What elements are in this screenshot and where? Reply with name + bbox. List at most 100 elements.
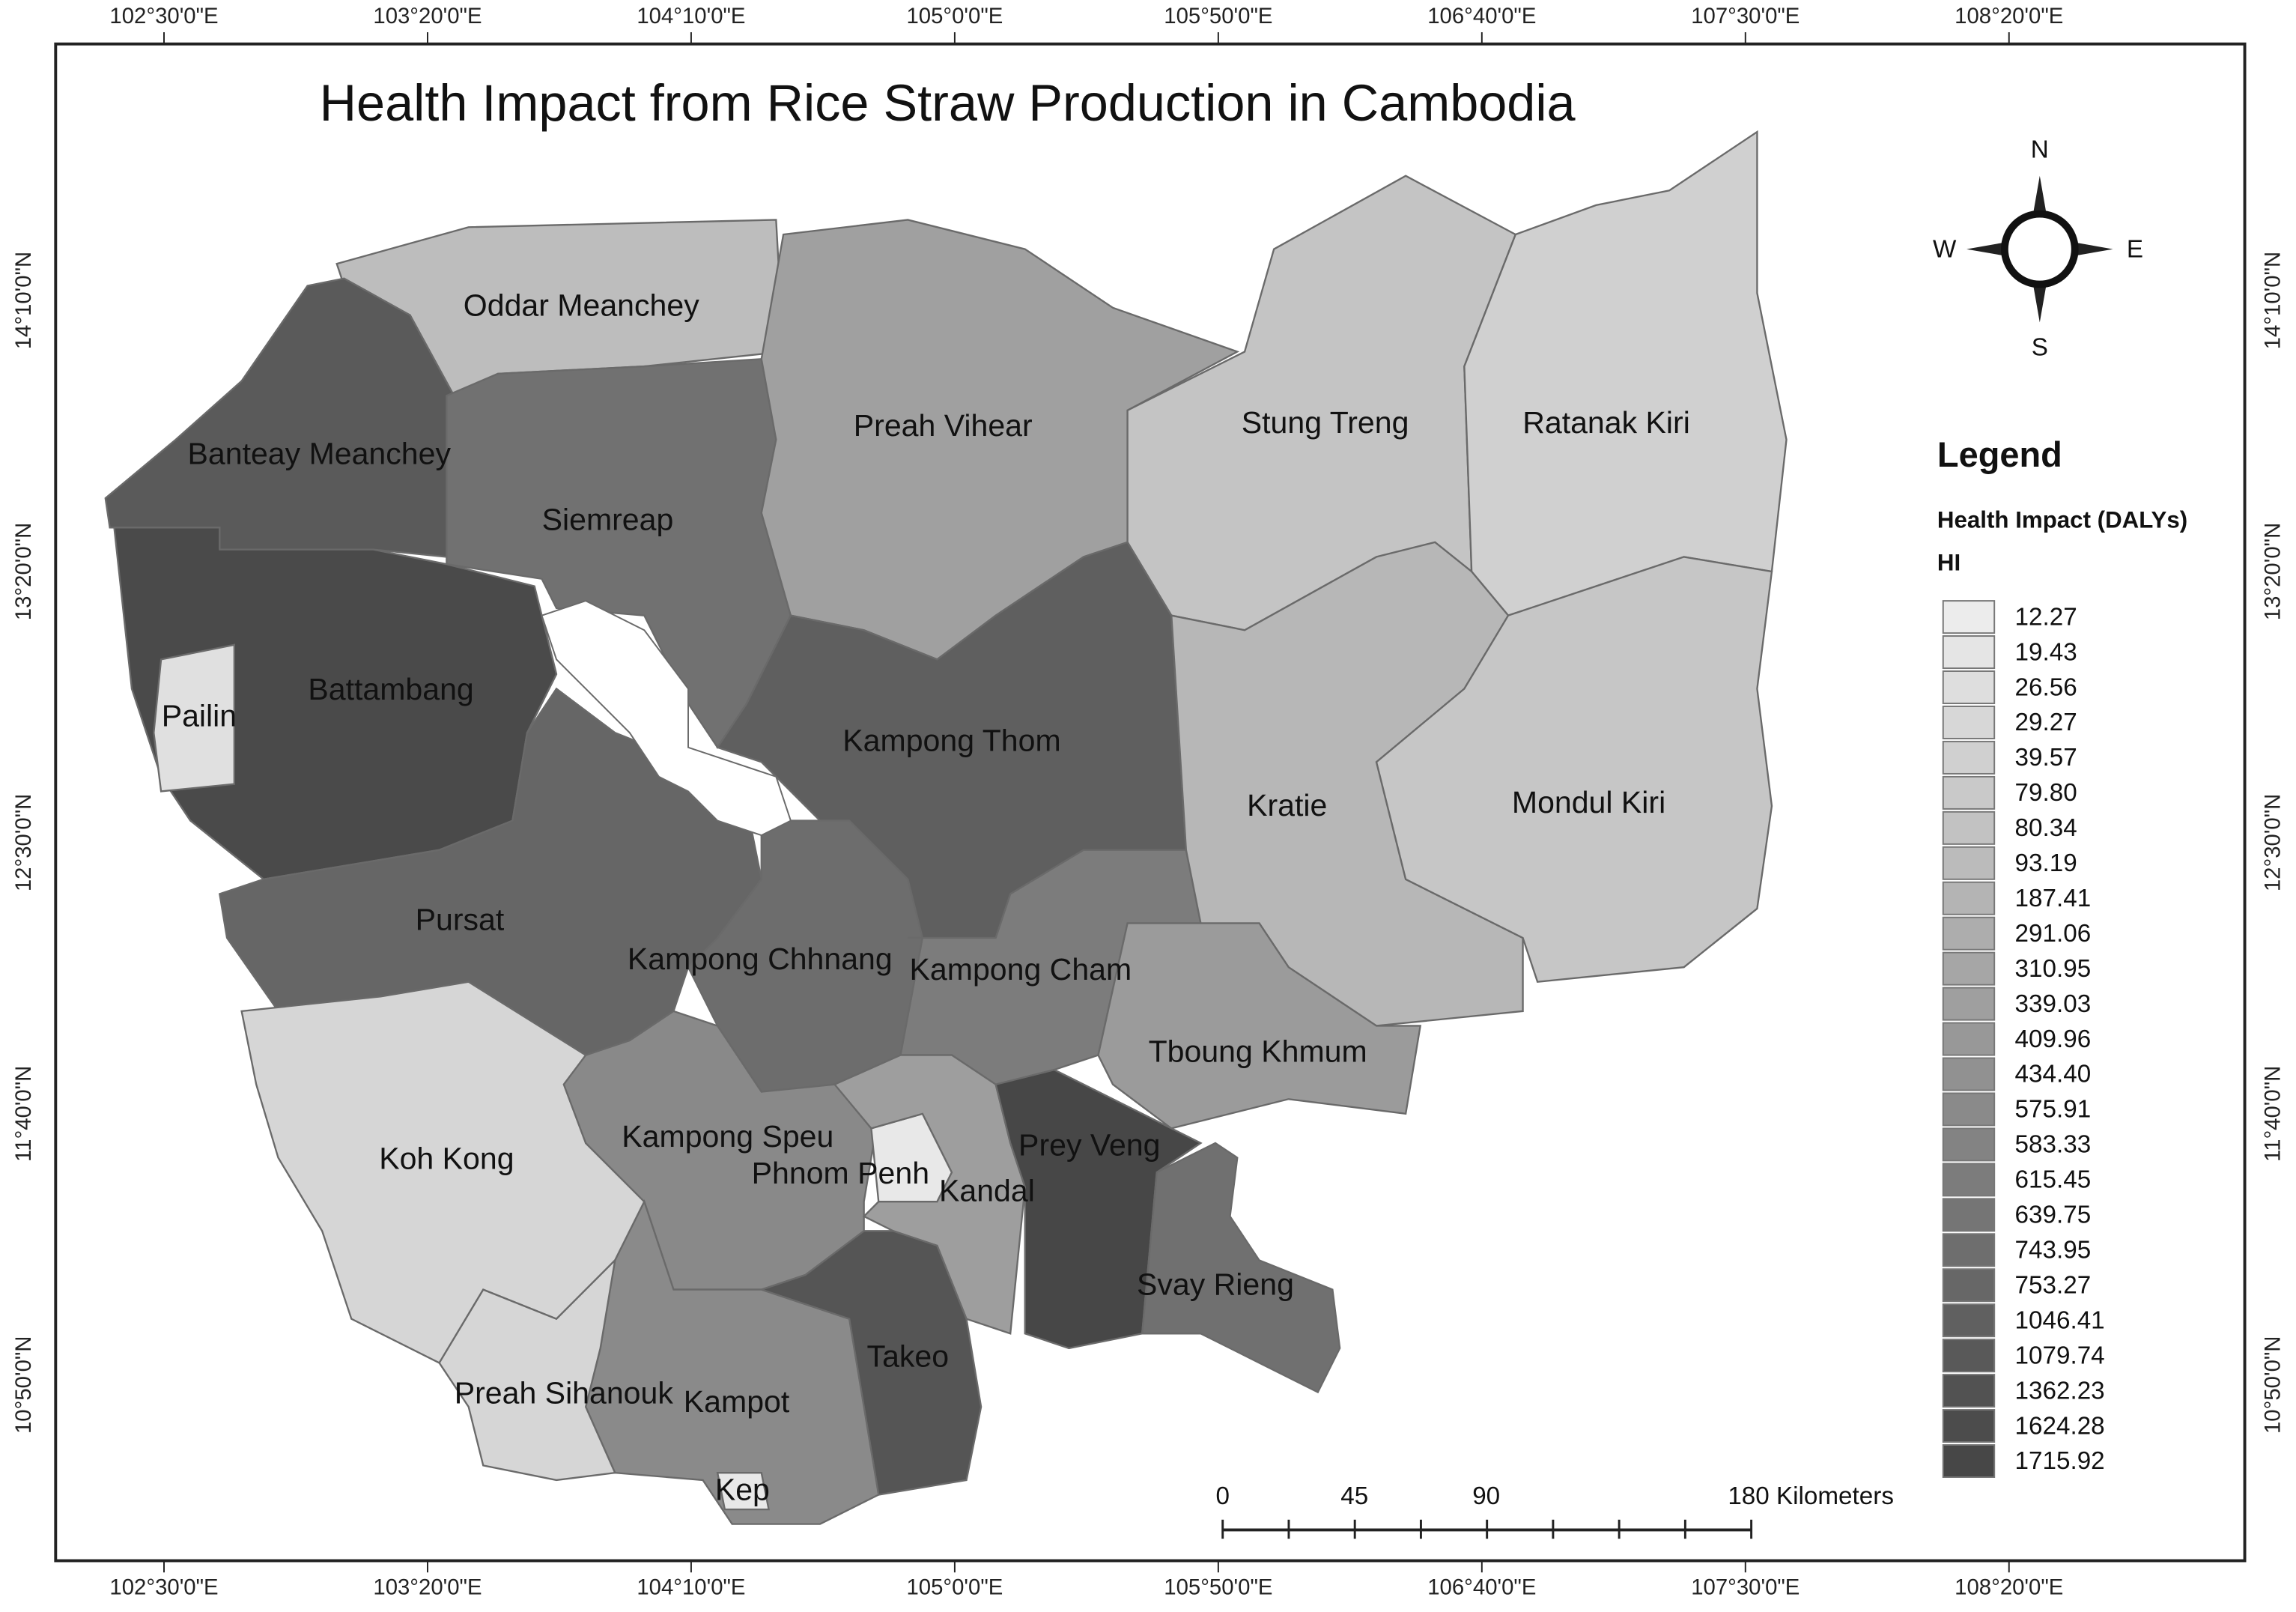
- legend-label: 339.03: [2015, 990, 2092, 1018]
- province-label: Ratanak Kiri: [1522, 405, 1690, 440]
- longitude-label-bottom: 106°40'0"E: [1427, 1575, 1536, 1599]
- legend-swatch: [1942, 1163, 1996, 1197]
- legend-label: 93.19: [2015, 849, 2077, 877]
- longitude-label-bottom: 104°10'0"E: [637, 1575, 745, 1599]
- legend-swatch: [1942, 1374, 1996, 1408]
- legend-subtitle: Health Impact (DALYs): [1937, 507, 2187, 533]
- province: [1375, 556, 1773, 984]
- longitude-label-bottom: 102°30'0"E: [109, 1575, 218, 1599]
- province-label: Kampong Chhnang: [628, 942, 893, 976]
- longitude-label-top: 103°20'0"E: [373, 4, 482, 28]
- legend-swatch: [1942, 635, 1996, 670]
- legend-swatch: [1942, 670, 1996, 705]
- province-label: Prey Veng: [1018, 1128, 1160, 1163]
- legend-label: 187.41: [2015, 885, 2092, 912]
- latitude-label-left: 13°20'0"N: [11, 523, 36, 621]
- scale-label: 90: [1472, 1482, 1500, 1510]
- legend-swatch: [1942, 987, 1996, 1021]
- longitude-label-top: 105°0'0"E: [906, 4, 1003, 28]
- legend-swatch: [1942, 775, 1996, 810]
- legend-swatch: [1942, 1268, 1996, 1303]
- legend-swatch: [1942, 705, 1996, 739]
- legend-label: 12.27: [2015, 603, 2077, 631]
- legend-swatch: [1942, 881, 1996, 915]
- province: [1141, 1142, 1341, 1394]
- legend-label: 310.95: [2015, 955, 2092, 983]
- latitude-label-right: 12°30'0"N: [2260, 794, 2285, 892]
- longitude-label-bottom: 108°20'0"E: [1955, 1575, 2063, 1599]
- longitude-label-top: 105°50'0"E: [1164, 4, 1272, 28]
- latitude-label-right: 10°50'0"N: [2260, 1336, 2285, 1434]
- provinces: [104, 130, 1788, 1525]
- province-label: Preah Sihanouk: [455, 1375, 674, 1410]
- compass-south: S: [2032, 333, 2048, 361]
- legend-label: 291.06: [2015, 920, 2092, 948]
- province: [1463, 130, 1788, 617]
- legend-label: 1079.74: [2015, 1342, 2105, 1369]
- longitude-label-top: 104°10'0"E: [637, 4, 745, 28]
- longitude-label-bottom: 107°30'0"E: [1691, 1575, 1800, 1599]
- legend-swatch: [1942, 1022, 1996, 1056]
- scale-bar: 0 45 90 180 Kilometers: [1215, 1482, 1894, 1539]
- coordinate-labels: 102°30'0"E 102°30'0"E 103°20'0"E 103°20'0"E…: [11, 4, 2285, 1599]
- longitude-label-bottom: 105°0'0"E: [906, 1575, 1003, 1599]
- longitude-label-top: 108°20'0"E: [1955, 4, 2063, 28]
- legend-label: 39.57: [2015, 744, 2077, 772]
- tonle-sap-lake: [541, 600, 792, 837]
- legend-label: 434.40: [2015, 1061, 2092, 1088]
- province-label: Stung Treng: [1242, 405, 1409, 440]
- province: [716, 1471, 770, 1511]
- province-label: Kampong Thom: [842, 724, 1060, 758]
- province-label: Pursat: [416, 902, 505, 936]
- legend-swatch: [1942, 1303, 1996, 1338]
- legend-label: 1046.41: [2015, 1306, 2105, 1334]
- legend-label: 583.33: [2015, 1131, 2092, 1159]
- legend-swatch: [1942, 1233, 1996, 1267]
- province-label: Oddar Meanchey: [464, 288, 699, 323]
- province-label: Mondul Kiri: [1512, 785, 1665, 819]
- province-label: Kep: [715, 1472, 770, 1506]
- province-label: Kampong Cham: [910, 952, 1132, 987]
- scale-label: 0: [1215, 1482, 1229, 1510]
- legend-swatch: [1942, 1127, 1996, 1162]
- province-label: Kandal: [939, 1173, 1035, 1208]
- province: [153, 643, 236, 793]
- legend-swatch: [1942, 600, 1996, 634]
- legend-swatch: [1942, 916, 1996, 951]
- legend-label: 1715.92: [2015, 1447, 2105, 1475]
- legend-swatch: [1942, 1198, 1996, 1232]
- latitude-label-right: 11°40'0"N: [2260, 1066, 2285, 1162]
- legend-label: 1624.28: [2015, 1412, 2105, 1440]
- province-label: Kratie: [1247, 788, 1327, 822]
- province-label: Siemreap: [542, 502, 674, 536]
- compass-west: W: [1933, 235, 1957, 263]
- legend-label: 575.91: [2015, 1096, 2092, 1124]
- latitude-label-left: 10°50'0"N: [11, 1336, 36, 1434]
- legend-swatch: [1942, 1443, 1996, 1478]
- latitude-label-left: 12°30'0"N: [11, 794, 36, 892]
- legend-label: 79.80: [2015, 779, 2077, 807]
- legend-label: 409.96: [2015, 1025, 2092, 1053]
- legend-label: 26.56: [2015, 673, 2077, 701]
- legend-swatch: [1942, 1339, 1996, 1373]
- legend-field: HI: [1937, 549, 1961, 575]
- province-label: Kampot: [684, 1384, 790, 1419]
- legend-label: 80.34: [2015, 814, 2077, 842]
- province-label: Takeo: [867, 1339, 950, 1373]
- legend-label: 743.95: [2015, 1237, 2092, 1264]
- legend-label: 639.75: [2015, 1202, 2092, 1229]
- province-label: Phnom Penh: [752, 1156, 929, 1190]
- legend-swatch: [1942, 740, 1996, 775]
- latitude-label-right: 13°20'0"N: [2260, 523, 2285, 621]
- province-label: Kampong Speu: [622, 1119, 833, 1154]
- compass: N E S W: [1933, 136, 2143, 361]
- legend-swatch: [1942, 1092, 1996, 1127]
- latitude-label-left: 14°10'0"N: [11, 252, 36, 350]
- province: [438, 1258, 617, 1482]
- province-label: Battambang: [308, 672, 473, 706]
- latitude-label-right: 14°10'0"N: [2260, 252, 2285, 350]
- legend: 12.27 19.43 26.56 29.27 39.57 79.80 80.34 93.19…: [1942, 600, 2105, 1478]
- longitude-label-bottom: 103°20'0"E: [373, 1575, 482, 1599]
- province-label: Preah Vihear: [854, 408, 1033, 443]
